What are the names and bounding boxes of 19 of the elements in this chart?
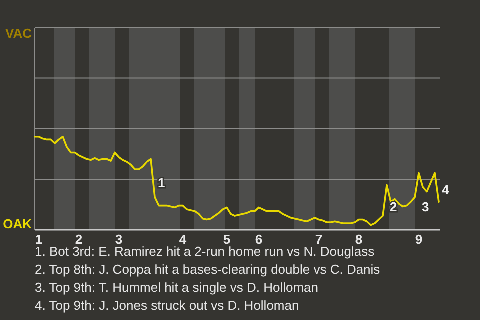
annotation: 2 [390, 200, 398, 215]
x-tick-label: 3 [115, 232, 123, 247]
text: 4. Top 9th: J. Jones struck out vs D. Holloman [35, 298, 300, 313]
x-tick-label: 6 [255, 232, 263, 247]
x-tick-label: 7 [315, 232, 323, 247]
x-tick-label: 5 [223, 232, 231, 247]
x-tick-label: 2 [75, 232, 83, 247]
annotation: 1 [158, 176, 166, 191]
text: 4 [442, 182, 450, 198]
x-tick-label: 8 [355, 232, 363, 247]
text: 2. Top 8th: J. Coppa hit a bases-clearing double vs C. Danis [35, 262, 381, 277]
x-tick-label: 1 [35, 232, 43, 247]
text: 3. Top 9th: T. Hummel hit a single vs D. Holloman [35, 280, 318, 295]
text: VAC [6, 26, 33, 41]
text: OAK [3, 216, 33, 232]
text: 1. Bot 3rd: E. Ramirez hit a 2-run home run vs N. Douglass [35, 244, 376, 259]
x-tick-label: 4 [179, 232, 188, 247]
x-tick-label: 9 [415, 232, 423, 247]
annotation: 3 [422, 200, 430, 215]
